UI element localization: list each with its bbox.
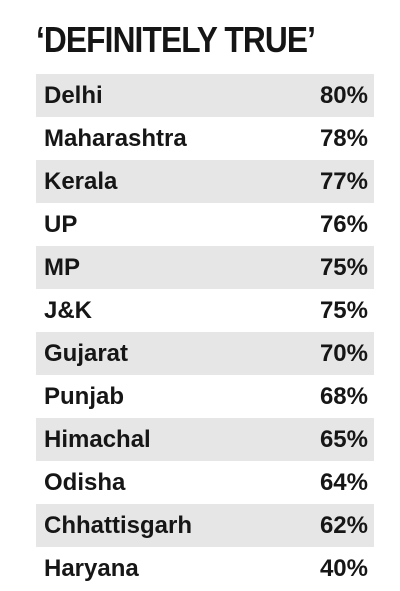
state-percentage: 75% <box>319 253 368 281</box>
state-name: Punjab <box>44 382 125 410</box>
table-row: J&K 75% <box>36 289 374 332</box>
table-row: Delhi 80% <box>36 74 374 117</box>
state-percentage: 62% <box>319 511 368 539</box>
table-row: MP 75% <box>36 246 374 289</box>
state-name: Gujarat <box>44 339 129 367</box>
state-name: Kerala <box>44 167 118 195</box>
state-percentage: 64% <box>319 468 368 496</box>
table-row: Haryana 40% <box>36 547 374 590</box>
state-percentage: 77% <box>319 167 368 195</box>
table-row: Himachal 65% <box>36 418 374 461</box>
state-name: J&K <box>44 296 93 324</box>
table-row: Kerala 77% <box>36 160 374 203</box>
state-percentage-table: Delhi 80% Maharashtra 78% Kerala 77% UP 76% MP 75… <box>36 74 374 590</box>
state-percentage: 78% <box>319 124 368 152</box>
state-name: Odisha <box>44 468 126 496</box>
table-row: Gujarat 70% <box>36 332 374 375</box>
table-row: Maharashtra 78% <box>36 117 374 160</box>
state-percentage: 68% <box>319 382 368 410</box>
table-row: Odisha 64% <box>36 461 374 504</box>
state-percentage: 76% <box>319 210 368 238</box>
table-row: Chhattisgarh 62% <box>36 504 374 547</box>
state-percentage: 75% <box>319 296 368 324</box>
state-percentage: 70% <box>319 339 368 367</box>
state-name: Chhattisgarh <box>44 511 193 539</box>
state-name: Himachal <box>44 425 151 453</box>
chart-title: ‘DEFINITELY TRUE’ <box>36 19 316 60</box>
state-name: Haryana <box>44 554 139 582</box>
state-name: UP <box>44 210 78 238</box>
state-name: Delhi <box>44 81 103 109</box>
table-row: Punjab 68% <box>36 375 374 418</box>
state-name: Maharashtra <box>44 124 187 152</box>
state-percentage: 40% <box>319 554 368 582</box>
table-row: UP 76% <box>36 203 374 246</box>
state-name: MP <box>44 253 80 281</box>
state-percentage: 80% <box>319 81 368 109</box>
state-percentage: 65% <box>319 425 368 453</box>
